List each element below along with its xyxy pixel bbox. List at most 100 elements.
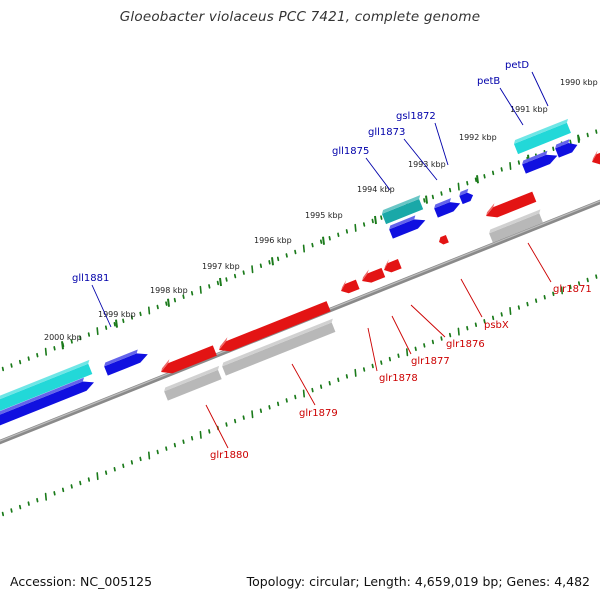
gene-gll1881-cds: [0, 359, 93, 411]
forward-track-tick: [474, 177, 478, 183]
kbp-marker-tick: [167, 298, 170, 307]
forward-track-tick: [380, 215, 383, 220]
gene-glr1879-cds: [222, 318, 336, 376]
gene-glr1879: [219, 301, 331, 352]
reverse-track-tick: [509, 306, 512, 316]
forward-track-tick: [319, 239, 323, 244]
kbp-marker-tick: [219, 277, 222, 287]
reverse-track-tick: [362, 367, 366, 372]
reverse-track-tick: [104, 470, 108, 475]
reverse-track-tick: [285, 398, 288, 403]
reverse-track-tick: [552, 291, 555, 297]
reverse-track-tick: [96, 472, 99, 481]
label-gll1873: gll1873: [368, 127, 438, 181]
gene-petB: [522, 150, 558, 174]
forward-track-tick: [552, 146, 555, 152]
reverse-track-tick: [79, 480, 82, 486]
forward-track-tick: [448, 187, 452, 193]
reverse-track-tick: [560, 286, 564, 295]
kbp-marker-tick: [425, 195, 428, 204]
forward-track-tick: [345, 229, 349, 234]
forward-track-tick: [130, 315, 134, 320]
kbp-marker-label: 1996 kbp: [254, 236, 292, 245]
reverse-track-tick: [276, 401, 280, 407]
kbp-marker-label: 1995 kbp: [305, 211, 343, 220]
forward-track-tick: [595, 129, 598, 134]
forward-track-tick: [268, 260, 271, 265]
forward-track-tick: [302, 244, 306, 253]
forward-track-tick: [182, 294, 185, 299]
forward-track-tick: [208, 284, 211, 289]
forward-track-tick: [1, 366, 5, 372]
forward-track-tick: [18, 359, 22, 365]
forward-track-tick: [491, 170, 495, 176]
forward-track-tick: [251, 265, 254, 274]
forward-track-tick: [113, 321, 116, 327]
forward-track-tick: [225, 277, 228, 282]
reverse-track-tick: [311, 387, 314, 393]
label-glr1879: glr1879: [291, 363, 338, 419]
forward-track-tick: [10, 363, 13, 368]
forward-track-tick: [79, 335, 82, 341]
label-glr1876: glr1876: [410, 304, 485, 350]
reverse-track-tick: [423, 343, 426, 348]
kbp-marker-tick: [322, 236, 325, 245]
reverse-track-tick: [569, 284, 572, 290]
reverse-track-tick: [113, 466, 116, 472]
kbp-marker-label: 1990 kbp: [560, 78, 598, 87]
forward-track-tick: [285, 253, 288, 258]
forward-track-tick: [259, 263, 263, 269]
svg-text:glr1878: glr1878: [379, 373, 418, 384]
forward-track-tick: [242, 270, 245, 275]
forward-track-tick: [371, 218, 374, 224]
forward-track-tick: [53, 346, 56, 351]
reverse-track-tick: [586, 277, 589, 283]
forward-track-tick: [362, 222, 366, 227]
gene-gll1880-fwd: [104, 349, 148, 376]
reverse-track-tick: [10, 508, 13, 513]
reverse-track-tick: [337, 377, 340, 383]
kbp-marker-tick: [271, 257, 274, 266]
gene-glr1880-cds: [164, 365, 222, 401]
kbp-marker-tick: [577, 134, 580, 143]
reverse-track-tick: [53, 491, 56, 496]
svg-text:petD: petD: [505, 60, 529, 71]
forward-track-tick: [294, 249, 297, 255]
gene-gll1873: [434, 198, 461, 218]
svg-text:glr1879: glr1879: [299, 408, 338, 419]
forward-track-tick: [466, 180, 469, 186]
label-petD: petD: [505, 60, 549, 107]
reverse-track-tick: [500, 312, 503, 317]
forward-track-tick: [509, 162, 512, 170]
reverse-track-tick: [173, 442, 177, 448]
forward-track-tick: [311, 242, 314, 248]
forward-track-tick: [36, 352, 39, 358]
forward-track-tick: [199, 285, 202, 294]
reverse-track-tick: [595, 274, 598, 279]
label-glr1878: glr1878: [367, 327, 418, 384]
forward-track-tick: [586, 132, 589, 138]
gene-gll1875-cds: [381, 195, 424, 225]
reverse-track-tick: [543, 294, 546, 300]
svg-text:glr1877: glr1877: [411, 356, 450, 367]
forward-track-tick: [423, 198, 426, 203]
reverse-track-tick: [380, 360, 383, 365]
reverse-track-tick: [577, 281, 581, 286]
reverse-track-tick: [294, 394, 297, 400]
forward-track-tick: [569, 139, 572, 145]
gene-gll1881: [0, 377, 94, 426]
reverse-track-tick: [388, 356, 392, 362]
svg-text:gll1873: gll1873: [368, 127, 405, 138]
reverse-track-tick: [242, 415, 245, 420]
forward-track-tick: [104, 325, 108, 330]
reverse-track-tick: [491, 315, 495, 321]
kbp-marker-label: 1991 kbp: [510, 105, 548, 114]
gene-glr1877: [362, 267, 386, 283]
reverse-track-tick: [122, 463, 125, 469]
forward-track-tick: [122, 318, 125, 324]
label-gll1875: gll1875: [332, 146, 391, 191]
kbp-marker-label: 1997 kbp: [202, 262, 240, 271]
kbp-marker-label: 1993 kbp: [408, 160, 446, 169]
reverse-track-tick: [319, 384, 323, 389]
